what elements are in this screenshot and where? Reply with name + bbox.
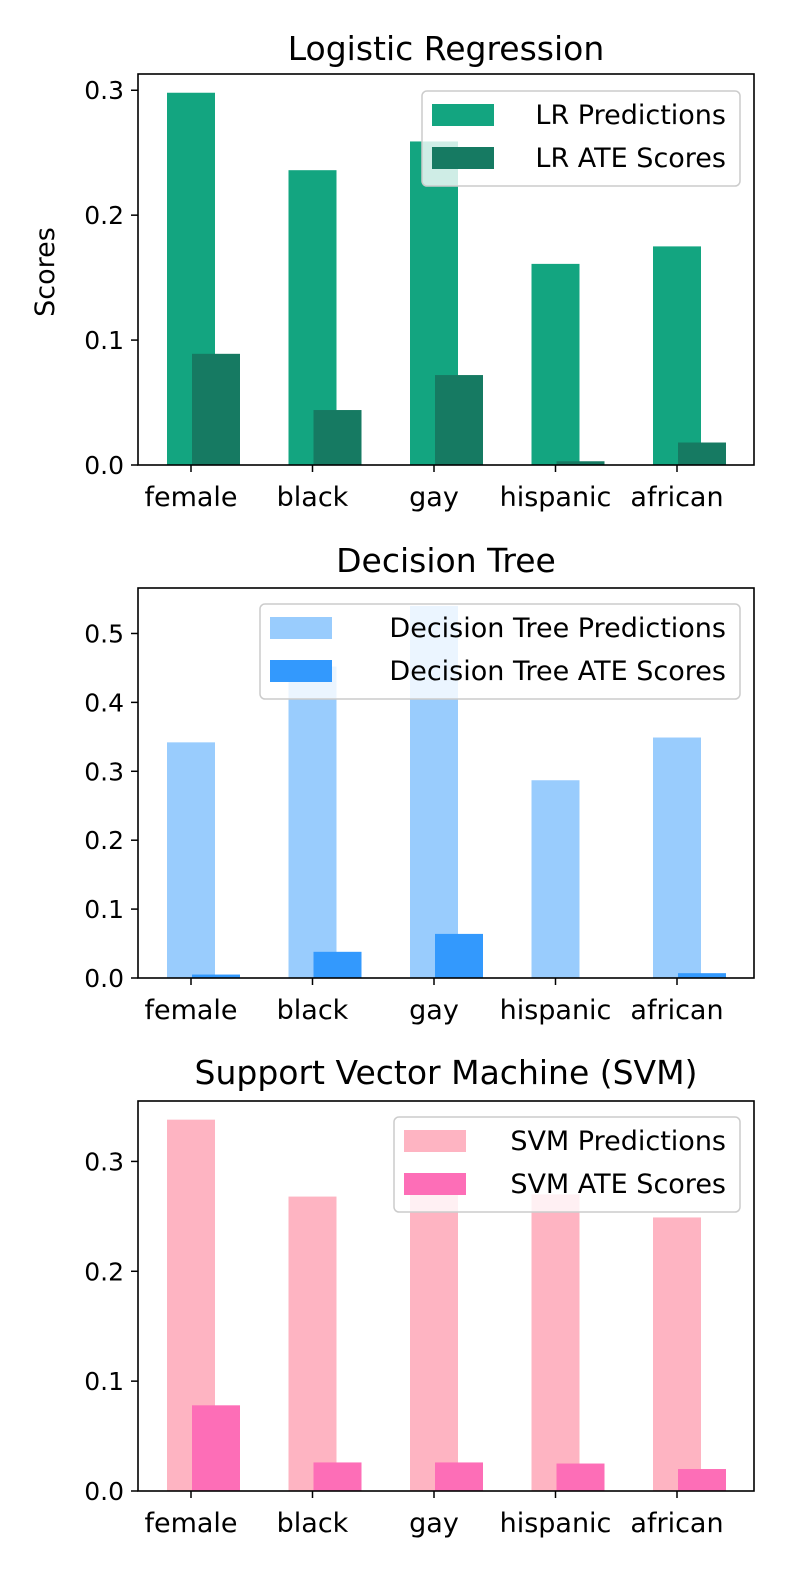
bar-ate-black	[313, 410, 362, 465]
legend-box	[259, 603, 741, 700]
x-tick-label-black: black	[277, 1508, 349, 1539]
bar-ate-gay	[435, 375, 483, 465]
legend-swatch-predictions	[432, 104, 494, 126]
x-tick-label-hispanic: hispanic	[500, 1508, 612, 1539]
y-tick-label: 0.0	[84, 964, 124, 993]
y-tick-label: 0.3	[84, 76, 124, 105]
legend-label-predictions: Decision Tree Predictions	[389, 613, 726, 644]
bar-ate-black	[313, 951, 362, 978]
x-tick-label-african: african	[630, 995, 723, 1026]
bar-ate-african	[678, 1469, 726, 1491]
bar-predictions-african	[653, 1217, 701, 1491]
y-tick-label: 0.3	[84, 757, 124, 786]
bar-predictions-african	[653, 246, 701, 465]
bar-ate-hispanic	[556, 1463, 605, 1491]
bar-predictions-black	[288, 666, 337, 978]
y-tick-label: 0.0	[84, 451, 124, 480]
x-tick-label-african: african	[630, 1508, 723, 1539]
y-tick-label: 0.1	[84, 895, 124, 924]
y-tick-label: 0.2	[84, 826, 124, 855]
y-tick-label: 0.2	[84, 1257, 124, 1286]
legend-label-ate: LR ATE Scores	[535, 143, 726, 174]
legend: Decision Tree Predictions Decision Tree …	[259, 603, 741, 700]
legend-box	[393, 1116, 741, 1213]
legend-swatch-predictions	[270, 617, 332, 639]
bar-ate-black	[313, 1462, 362, 1491]
x-ticks: female black gay hispanic african	[144, 1491, 724, 1539]
bar-predictions-hispanic	[531, 263, 580, 465]
legend-swatch-ate	[432, 147, 494, 169]
plot-frame	[137, 1100, 755, 1492]
bar-predictions-african	[653, 737, 701, 978]
y-tick-label: 0.1	[84, 326, 124, 355]
panel-title: Logistic Regression	[288, 29, 605, 68]
bar-predictions-hispanic	[531, 1194, 580, 1491]
x-tick-label-black: black	[277, 995, 349, 1026]
panel-svm: Support Vector Machine (SVM) 0.00.10.20.…	[84, 1053, 755, 1539]
legend-label-ate: SVM ATE Scores	[510, 1169, 726, 1200]
y-ticks: 0.0 0.1 0.2 0.3	[84, 76, 138, 480]
bar-predictions-gay	[410, 1194, 458, 1491]
bar-ate-female	[192, 1405, 240, 1491]
x-ticks: female black gay hispanic african	[144, 465, 724, 513]
legend: SVM Predictions SVM ATE Scores	[393, 1116, 741, 1213]
bar-ate-gay	[435, 933, 483, 978]
bar-ate-female	[192, 353, 240, 465]
panel-title: Decision Tree	[336, 541, 556, 580]
plot-frame	[137, 73, 755, 466]
x-tick-label-female: female	[144, 1508, 237, 1539]
x-tick-label-black: black	[277, 482, 349, 513]
x-tick-label-female: female	[144, 482, 237, 513]
x-tick-label-hispanic: hispanic	[500, 482, 612, 513]
panel-decision-tree: Decision Tree 0.0 0.1 0.2 0.3 0.4 0.5 female b…	[84, 541, 755, 1026]
y-tick-label: 0.0	[84, 1477, 124, 1506]
bars	[167, 1119, 726, 1491]
plot-frame	[137, 587, 755, 979]
bar-predictions-hispanic	[531, 780, 580, 978]
bar-ate-hispanic	[556, 461, 605, 465]
y-tick-label: 0.4	[84, 688, 124, 717]
panel-title: Support Vector Machine (SVM)	[195, 1053, 698, 1092]
bar-predictions-female	[167, 742, 215, 978]
bar-ate-african	[678, 442, 726, 465]
bar-ate-gay	[435, 1462, 483, 1491]
legend-label-ate: Decision Tree ATE Scores	[389, 656, 726, 687]
panel-logistic-regression: Logistic Regression Scores 0.00.10.20.3 …	[30, 29, 755, 513]
y-tick-label: 0.1	[84, 1367, 124, 1396]
y-ticks: 0.0 0.1 0.2 0.3	[84, 1147, 138, 1506]
legend-box	[421, 90, 741, 187]
legend-swatch-ate	[404, 1173, 466, 1195]
legend-label-predictions: SVM Predictions	[510, 1126, 726, 1157]
bar-ate-female	[192, 974, 240, 978]
bars	[167, 605, 726, 978]
bar-ate-african	[678, 973, 726, 978]
bar-predictions-black	[288, 1196, 337, 1491]
x-tick-label-hispanic: hispanic	[500, 995, 612, 1026]
legend-swatch-predictions	[404, 1130, 466, 1152]
y-tick-label: 0.5	[84, 619, 124, 648]
y-tick-label: 0.3	[84, 1147, 124, 1176]
y-ticks: 0.0 0.1 0.2 0.3 0.4 0.5	[84, 619, 138, 993]
x-tick-label-african: african	[630, 482, 723, 513]
x-tick-label-gay: gay	[409, 995, 459, 1026]
y-tick-label: 0.2	[84, 201, 124, 230]
legend-swatch-ate	[270, 660, 332, 682]
legend: LR Predictions LR ATE Scores	[421, 90, 741, 187]
x-tick-label-gay: gay	[409, 1508, 459, 1539]
x-tick-label-female: female	[144, 995, 237, 1026]
x-tick-label-gay: gay	[409, 482, 459, 513]
x-ticks: female black gay hispanic african	[144, 978, 724, 1026]
legend-label-predictions: LR Predictions	[535, 100, 726, 131]
y-axis-label: Scores	[30, 227, 61, 317]
bars	[167, 92, 726, 466]
